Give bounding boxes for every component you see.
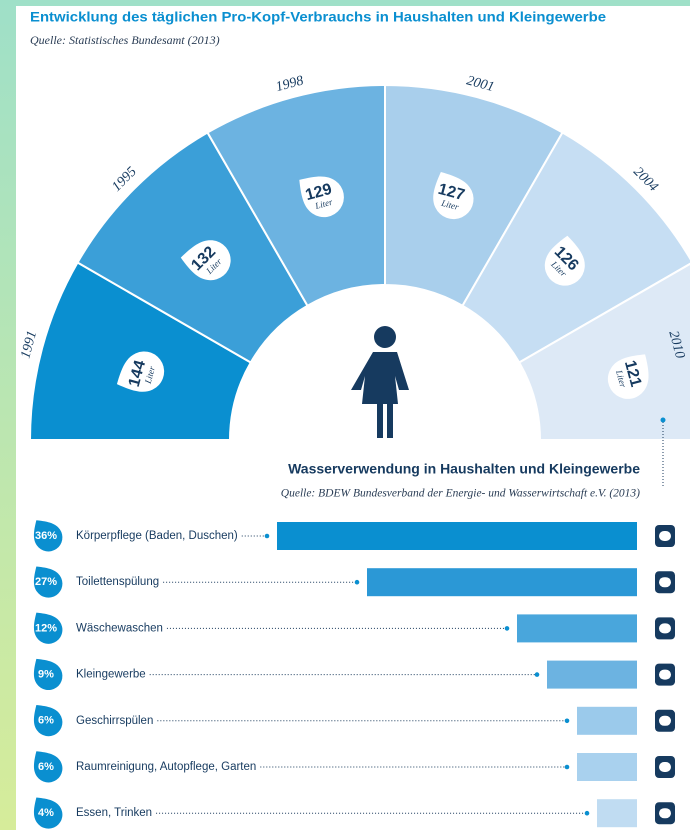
leader-dot — [504, 626, 510, 631]
value-label: 27% — [35, 576, 57, 588]
category-label: Wäschewaschen — [76, 622, 163, 634]
icon-detail — [659, 808, 671, 819]
year-label: 2001 — [465, 73, 496, 95]
value-label: 36% — [35, 530, 57, 542]
icon-detail — [659, 762, 671, 772]
drop-shape — [299, 176, 344, 218]
woman-icon — [351, 326, 409, 438]
bar — [277, 522, 637, 550]
category-label: Essen, Trinken — [76, 807, 152, 819]
leader-dot — [564, 718, 570, 724]
value-label: 12% — [35, 622, 57, 634]
category-label: Geschirrspülen — [76, 715, 153, 727]
badge — [33, 751, 63, 783]
drop-shape — [433, 171, 474, 220]
year-label: 2010 — [665, 329, 687, 360]
drop-shape — [607, 354, 649, 399]
category-label: Körperpflege (Baden, Duschen) — [76, 530, 238, 542]
leader-dot — [264, 533, 270, 539]
badge — [33, 658, 63, 690]
year-label: 1991 — [18, 329, 40, 360]
subtitle-1: Quelle: Statistisches Bundesamt (2013) — [30, 33, 220, 47]
year-label: 1998 — [274, 73, 305, 95]
category-label: Kleingewerbe — [76, 669, 146, 681]
bar-chart: 36% Körperpflege (Baden, Duschen) 27% Toile… — [33, 520, 675, 829]
icon-detail — [659, 531, 671, 541]
bar — [577, 753, 637, 781]
value-label: 9% — [38, 669, 54, 681]
value-label: 121 — [621, 359, 644, 389]
value-label: 129 — [304, 181, 334, 204]
subtitle-2: Quelle: BDEW Bundesverband der Energie- … — [281, 488, 640, 500]
value-label: 6% — [38, 761, 54, 773]
leader-dot — [534, 672, 540, 677]
title-1: Entwicklung des täglichen Pro-Kopf-Verbr… — [30, 9, 606, 25]
title-2: Wasserverwendung in Haushalten und Klein… — [288, 461, 640, 477]
unit-label: Liter — [614, 368, 629, 389]
drop-shape — [116, 351, 165, 392]
bar — [547, 660, 637, 689]
value-label: 4% — [38, 807, 54, 819]
value-label: 127 — [436, 181, 466, 204]
icon-detail — [659, 623, 671, 634]
value-label: 144 — [126, 358, 149, 388]
leader-dot — [354, 579, 360, 585]
badge — [33, 797, 63, 829]
icon-detail — [659, 669, 671, 680]
donut: 1991144Liter1995132Liter1998129Liter2001… — [18, 73, 690, 441]
bar — [367, 568, 637, 597]
segment — [517, 262, 690, 441]
category-label: Toilettenspülung — [76, 576, 159, 588]
category-label: Raumreinigung, Autopflege, Garten — [76, 761, 256, 773]
leader-dot — [564, 764, 570, 770]
badge — [33, 520, 63, 552]
drop-shape — [544, 235, 585, 286]
value-label: 6% — [38, 715, 54, 727]
badge — [33, 612, 63, 644]
icon-detail — [659, 577, 671, 588]
bar — [517, 614, 637, 643]
bar — [597, 799, 637, 828]
leader-dot — [584, 810, 590, 816]
icon-detail — [659, 715, 671, 726]
unit-label: Liter — [439, 198, 460, 213]
bar — [577, 706, 637, 735]
badge — [33, 566, 63, 598]
badge — [33, 705, 63, 737]
unit-label: Liter — [313, 197, 334, 212]
drop-shape — [180, 240, 231, 281]
unit-label: Liter — [143, 365, 158, 386]
leader-dot — [660, 417, 666, 423]
